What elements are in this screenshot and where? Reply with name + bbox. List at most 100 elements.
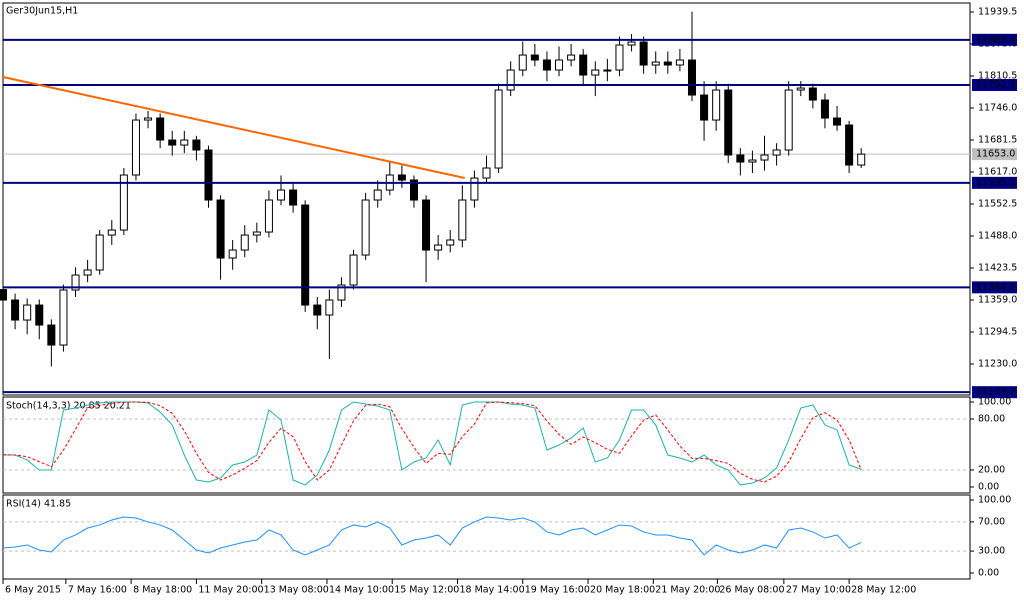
y-tick-label: 11488.0 [978, 230, 1017, 241]
candle-body [712, 89, 721, 121]
candle-body [252, 231, 261, 236]
candle-body [482, 167, 491, 179]
candle-body [23, 304, 32, 321]
candle-body [422, 199, 431, 251]
trendline [2, 76, 465, 179]
level-box [972, 386, 1017, 399]
level-box [972, 176, 1017, 189]
candle-body [567, 54, 576, 61]
x-tick-label: 7 May 16:00 [68, 585, 127, 596]
y-tick-label: 100.00 [978, 494, 1011, 505]
level-label: 11883.4 [976, 34, 1015, 45]
x-tick-label: 13 May 08:00 [264, 585, 329, 596]
x-tick-label: 11 May 20:00 [198, 585, 263, 596]
candle-body [615, 44, 624, 71]
candle-body [494, 89, 503, 169]
candle-body [760, 154, 769, 161]
candle-body [772, 149, 781, 156]
candle-body [131, 119, 140, 176]
y-tick-label: 30.00 [978, 546, 1005, 557]
candle-body [144, 117, 153, 121]
level-box [972, 33, 1017, 46]
y-tick-label: 70.00 [978, 516, 1005, 527]
candle-body [71, 274, 80, 291]
candle-body [107, 229, 116, 236]
candle-body [156, 117, 165, 141]
candle-body [700, 94, 709, 121]
y-tick-label: 11939.5 [978, 6, 1017, 17]
indicator-label: Stoch(14,3,3) 20.85 20.21 [6, 401, 131, 412]
level-label: 11384.5 [976, 282, 1015, 293]
candle-body [458, 199, 467, 241]
indicator-line [3, 401, 862, 486]
candle-body [337, 284, 346, 301]
y-tick-label: 11746.0 [978, 102, 1017, 113]
candle-body [542, 59, 551, 71]
level-label: 11173.2 [976, 387, 1015, 398]
candle-body [301, 204, 310, 306]
candle-body [579, 54, 588, 76]
candle-body [784, 89, 793, 151]
candle-body [119, 174, 128, 231]
y-tick-label: 11552.5 [978, 198, 1017, 209]
candle-body [361, 199, 370, 256]
candle-body [325, 299, 334, 316]
x-tick-label: 21 May 20:00 [655, 585, 720, 596]
y-tick-label: 11810.5 [978, 70, 1017, 81]
x-tick-label: 18 May 14:00 [459, 585, 524, 596]
y-tick-label: 11423.5 [978, 262, 1017, 273]
x-tick-label: 27 May 10:00 [786, 585, 851, 596]
x-tick-label: 20 May 18:00 [590, 585, 655, 596]
candle-body [216, 199, 225, 259]
y-tick-label: 11359.0 [978, 294, 1017, 305]
y-tick-label: 0.00 [978, 481, 999, 492]
x-tick-label: 19 May 16:00 [525, 585, 590, 596]
y-tick-label: 11230.0 [978, 358, 1017, 369]
last-price-label: 11653.0 [976, 149, 1015, 160]
candle-body [820, 99, 829, 119]
indicator-line [2, 401, 862, 483]
candle-body [240, 234, 249, 251]
candle-body [724, 89, 733, 156]
candle-body [349, 254, 358, 286]
candle-body [627, 41, 636, 46]
candle-body [506, 69, 515, 91]
candle-body [59, 289, 68, 346]
candle-body [833, 117, 842, 126]
candle-body [373, 189, 382, 201]
candle-body [168, 139, 177, 146]
candle-body [277, 189, 286, 201]
candle-body [518, 54, 527, 71]
x-tick-label: 14 May 10:00 [329, 585, 394, 596]
candle-body [470, 177, 479, 201]
candle-body [35, 304, 44, 326]
candle-body [95, 234, 104, 271]
candle-body [192, 139, 201, 151]
stoch-panel [2, 396, 971, 494]
candle-body [397, 174, 406, 181]
candle-body [446, 239, 455, 246]
candle-body [83, 269, 92, 276]
candle-body [0, 289, 8, 301]
candle-body [651, 61, 660, 66]
main-panel [2, 2, 971, 396]
candle-body [687, 59, 696, 96]
level-box [972, 281, 1017, 294]
candle-body [639, 41, 648, 66]
chart-title: Ger30Jun15,H1 [6, 6, 78, 17]
x-tick-label: 6 May 2015 [5, 585, 61, 596]
indicator-line [2, 516, 862, 556]
level-box [972, 79, 1017, 92]
candle-body [530, 54, 539, 61]
candle-body [555, 59, 564, 71]
x-tick-label: 15 May 12:00 [394, 585, 459, 596]
candle-body [409, 179, 418, 201]
candle-body [857, 153, 866, 166]
level-label: 11595.1 [976, 177, 1015, 188]
candle-body [663, 61, 672, 66]
candle-body [47, 324, 56, 346]
candle-body [603, 69, 612, 72]
